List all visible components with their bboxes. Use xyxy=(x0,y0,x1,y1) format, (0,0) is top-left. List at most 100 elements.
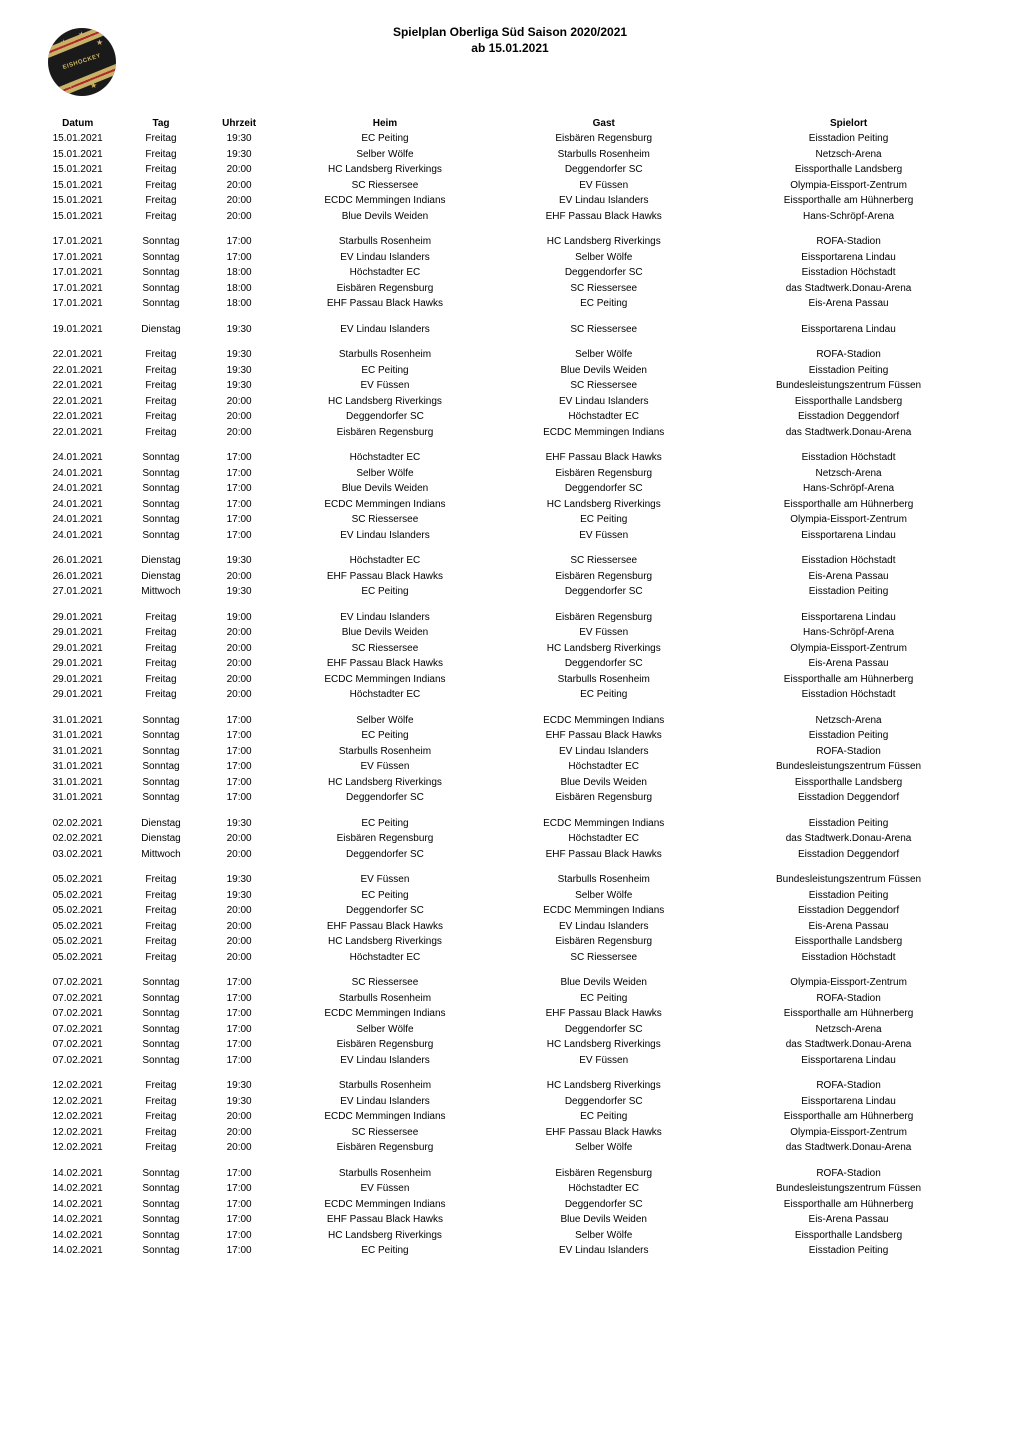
table-cell: Sonntag xyxy=(119,265,202,281)
table-cell: Höchstadter EC xyxy=(494,831,713,847)
table-cell: Eisbären Regensburg xyxy=(276,1037,495,1053)
table-cell: Eisbären Regensburg xyxy=(494,466,713,482)
table-cell: 24.01.2021 xyxy=(36,466,119,482)
table-cell: Freitag xyxy=(119,625,202,641)
table-cell: Selber Wölfe xyxy=(276,466,495,482)
table-cell: Netzsch-Arena xyxy=(713,147,984,163)
table-cell: Sonntag xyxy=(119,775,202,791)
table-cell: Sonntag xyxy=(119,234,202,250)
table-cell: Olympia-Eissport-Zentrum xyxy=(713,641,984,657)
table-cell: Bundesleistungszentrum Füssen xyxy=(713,872,984,888)
table-row: 05.02.2021Freitag20:00EHF Passau Black H… xyxy=(36,919,984,935)
table-cell: 12.02.2021 xyxy=(36,1078,119,1094)
table-cell: Höchstadter EC xyxy=(494,1181,713,1197)
table-cell: 17:00 xyxy=(203,528,276,544)
table-cell: 17.01.2021 xyxy=(36,296,119,312)
table-cell: ECDC Memmingen Indians xyxy=(494,903,713,919)
table-row: 07.02.2021Sonntag17:00Starbulls Rosenhei… xyxy=(36,991,984,1007)
table-cell: Blue Devils Weiden xyxy=(276,625,495,641)
table-cell: Eisstadion Deggendorf xyxy=(713,790,984,806)
table-row: 07.02.2021Sonntag17:00EV Lindau Islander… xyxy=(36,1053,984,1069)
table-cell: Freitag xyxy=(119,1078,202,1094)
table-row: 15.01.2021Freitag20:00Blue Devils Weiden… xyxy=(36,209,984,225)
table-cell: Eisstadion Peiting xyxy=(713,131,984,147)
table-cell: 17:00 xyxy=(203,759,276,775)
table-cell: Blue Devils Weiden xyxy=(494,775,713,791)
table-cell: Sonntag xyxy=(119,1228,202,1244)
table-cell: Freitag xyxy=(119,672,202,688)
table-cell: Höchstadter EC xyxy=(276,950,495,966)
table-cell: Sonntag xyxy=(119,744,202,760)
table-row: 22.01.2021Freitag20:00HC Landsberg River… xyxy=(36,394,984,410)
table-cell: Freitag xyxy=(119,656,202,672)
table-cell: das Stadtwerk.Donau-Arena xyxy=(713,1037,984,1053)
table-cell: EV Füssen xyxy=(494,1053,713,1069)
table-cell: 17:00 xyxy=(203,1166,276,1182)
table-cell: Eissportarena Lindau xyxy=(713,528,984,544)
table-cell: HC Landsberg Riverkings xyxy=(494,641,713,657)
table-cell: ECDC Memmingen Indians xyxy=(276,672,495,688)
table-cell: 20:00 xyxy=(203,569,276,585)
table-cell: Blue Devils Weiden xyxy=(494,1212,713,1228)
table-cell: 31.01.2021 xyxy=(36,759,119,775)
table-cell: 02.02.2021 xyxy=(36,831,119,847)
table-cell: Eisstadion Deggendorf xyxy=(713,409,984,425)
table-cell: Starbulls Rosenheim xyxy=(494,672,713,688)
table-cell: EV Lindau Islanders xyxy=(494,1243,713,1259)
table-cell: 02.02.2021 xyxy=(36,816,119,832)
table-row: 05.02.2021Freitag20:00Höchstadter ECSC R… xyxy=(36,950,984,966)
table-cell: Eisbären Regensburg xyxy=(494,934,713,950)
table-cell: 20:00 xyxy=(203,831,276,847)
table-cell: Sonntag xyxy=(119,975,202,991)
table-cell: Selber Wölfe xyxy=(276,147,495,163)
title-line-2: ab 15.01.2021 xyxy=(36,40,984,56)
table-cell: EC Peiting xyxy=(494,1109,713,1125)
table-cell: Olympia-Eissport-Zentrum xyxy=(713,975,984,991)
table-row: 24.01.2021Sonntag17:00ECDC Memmingen Ind… xyxy=(36,497,984,513)
table-cell: 22.01.2021 xyxy=(36,378,119,394)
col-time: Uhrzeit xyxy=(203,116,276,131)
table-cell: Eisbären Regensburg xyxy=(276,1140,495,1156)
table-cell: Eisstadion Höchstadt xyxy=(713,950,984,966)
table-cell: Freitag xyxy=(119,1125,202,1141)
table-cell: 24.01.2021 xyxy=(36,450,119,466)
group-separator xyxy=(36,337,984,347)
table-cell: Freitag xyxy=(119,687,202,703)
table-cell: 31.01.2021 xyxy=(36,713,119,729)
table-cell: 17:00 xyxy=(203,466,276,482)
table-row: 24.01.2021Sonntag17:00EV Lindau Islander… xyxy=(36,528,984,544)
table-cell: EC Peiting xyxy=(494,512,713,528)
table-cell: 19:30 xyxy=(203,584,276,600)
table-cell: Deggendorfer SC xyxy=(494,1197,713,1213)
table-cell: 19:30 xyxy=(203,131,276,147)
table-cell: 26.01.2021 xyxy=(36,569,119,585)
table-cell: Eisstadion Peiting xyxy=(713,888,984,904)
table-cell: 22.01.2021 xyxy=(36,347,119,363)
table-cell: Sonntag xyxy=(119,1053,202,1069)
table-cell: ECDC Memmingen Indians xyxy=(276,497,495,513)
table-row: 02.02.2021Dienstag20:00Eisbären Regensbu… xyxy=(36,831,984,847)
table-cell: 20:00 xyxy=(203,656,276,672)
table-cell: EV Lindau Islanders xyxy=(494,919,713,935)
col-away: Gast xyxy=(494,116,713,131)
table-cell: Sonntag xyxy=(119,759,202,775)
table-cell: Dienstag xyxy=(119,831,202,847)
table-cell: Sonntag xyxy=(119,1243,202,1259)
table-cell: Mittwoch xyxy=(119,847,202,863)
table-cell: Eissporthalle Landsberg xyxy=(713,775,984,791)
table-cell: EHF Passau Black Hawks xyxy=(494,1125,713,1141)
table-cell: EV Lindau Islanders xyxy=(276,322,495,338)
table-cell: Eisstadion Höchstadt xyxy=(713,450,984,466)
table-cell: 29.01.2021 xyxy=(36,625,119,641)
table-cell: Eissporthalle am Hühnerberg xyxy=(713,1006,984,1022)
table-cell: Deggendorfer SC xyxy=(494,1022,713,1038)
table-cell: 31.01.2021 xyxy=(36,790,119,806)
table-cell: 24.01.2021 xyxy=(36,481,119,497)
table-cell: EHF Passau Black Hawks xyxy=(276,296,495,312)
table-cell: Freitag xyxy=(119,131,202,147)
table-cell: 20:00 xyxy=(203,847,276,863)
group-separator xyxy=(36,543,984,553)
table-row: 29.01.2021Freitag19:00EV Lindau Islander… xyxy=(36,610,984,626)
table-row: 26.01.2021Dienstag19:30Höchstadter ECSC … xyxy=(36,553,984,569)
table-cell: 20:00 xyxy=(203,178,276,194)
